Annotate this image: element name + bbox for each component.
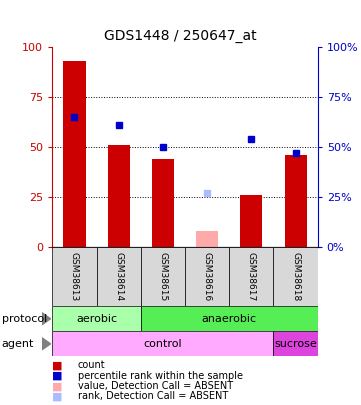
Bar <box>152 159 174 247</box>
Text: agent: agent <box>2 339 34 349</box>
Text: GSM38615: GSM38615 <box>158 252 168 301</box>
Text: value, Detection Call = ABSENT: value, Detection Call = ABSENT <box>78 381 233 391</box>
Text: ■: ■ <box>52 371 63 381</box>
Text: anaerobic: anaerobic <box>202 314 257 324</box>
Text: rank, Detection Call = ABSENT: rank, Detection Call = ABSENT <box>78 392 228 401</box>
Bar <box>141 247 185 306</box>
Text: aerobic: aerobic <box>76 314 117 324</box>
Bar <box>64 61 86 247</box>
Bar <box>274 247 318 306</box>
Polygon shape <box>42 337 51 350</box>
Text: count: count <box>78 360 105 371</box>
Text: ■: ■ <box>52 360 63 371</box>
Bar <box>97 247 141 306</box>
Bar <box>274 331 318 356</box>
Polygon shape <box>42 312 51 325</box>
Bar <box>52 306 141 331</box>
Text: sucrose: sucrose <box>274 339 317 349</box>
Text: GSM38618: GSM38618 <box>291 252 300 301</box>
Bar <box>185 247 229 306</box>
Bar <box>108 145 130 247</box>
Text: GSM38613: GSM38613 <box>70 252 79 301</box>
Text: control: control <box>144 339 182 349</box>
Text: ■: ■ <box>52 381 63 391</box>
Bar <box>284 155 306 247</box>
Bar <box>52 247 97 306</box>
Bar <box>52 331 274 356</box>
Text: GSM38617: GSM38617 <box>247 252 256 301</box>
Bar <box>229 247 274 306</box>
Bar <box>240 195 262 247</box>
Bar <box>196 231 218 247</box>
Text: GSM38616: GSM38616 <box>203 252 212 301</box>
Text: GDS1448 / 250647_at: GDS1448 / 250647_at <box>104 29 257 43</box>
Bar <box>141 306 318 331</box>
Text: ■: ■ <box>52 392 63 401</box>
Text: protocol: protocol <box>2 314 47 324</box>
Text: percentile rank within the sample: percentile rank within the sample <box>78 371 243 381</box>
Text: GSM38614: GSM38614 <box>114 252 123 301</box>
